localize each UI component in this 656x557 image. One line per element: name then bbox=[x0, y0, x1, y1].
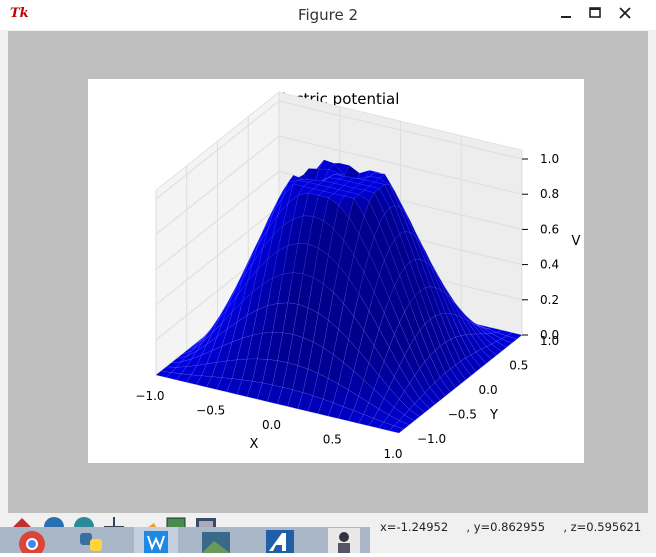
surface-patch bbox=[485, 343, 502, 356]
surface-plot: electric potential −1.0−0.50.00.51.0−1.0… bbox=[135, 90, 581, 461]
minimize-icon bbox=[561, 16, 571, 18]
user-icon bbox=[328, 528, 360, 553]
z-tick-label: 0.0 bbox=[540, 328, 559, 342]
z-tick-label: 0.8 bbox=[540, 187, 559, 201]
maximize-button[interactable] bbox=[580, 2, 610, 24]
app-a-icon bbox=[266, 530, 294, 553]
y-axis-label: Y bbox=[489, 408, 498, 423]
cursor-coordinates: x=-1.24952 , y=0.862955 , z=0.595621 bbox=[380, 520, 642, 534]
surface-patch bbox=[439, 372, 456, 393]
surface-patch bbox=[480, 346, 497, 360]
surface-patch bbox=[450, 364, 466, 385]
close-icon bbox=[619, 7, 631, 19]
tick-labels: −1.0−0.50.00.51.0−1.0−0.50.00.51.00.00.2… bbox=[135, 152, 559, 461]
wps-icon bbox=[144, 531, 168, 553]
x-axis-label: X bbox=[250, 437, 259, 452]
surface-patch bbox=[455, 361, 472, 381]
plot-figure[interactable]: electric potential −1.0 −0.5 0.0 0.5 1.0 −1.0… bbox=[88, 79, 584, 463]
python-icon bbox=[80, 533, 102, 551]
taskbar-app-a[interactable] bbox=[258, 527, 302, 553]
surface-patch bbox=[388, 425, 405, 434]
photo-icon bbox=[202, 532, 230, 553]
grid-line bbox=[155, 100, 523, 200]
chrome-icon bbox=[19, 531, 45, 557]
x-tick-label: 0.0 bbox=[262, 418, 281, 432]
taskbar-chrome[interactable] bbox=[10, 527, 54, 557]
maximize-icon bbox=[589, 7, 601, 18]
tk-logo-icon: Tk bbox=[10, 6, 29, 21]
x-tick-label: 1.0 bbox=[383, 447, 402, 461]
z-tick-label: 0.2 bbox=[540, 293, 559, 307]
window-title: Figure 2 bbox=[297, 6, 359, 24]
x-tick-label: −1.0 bbox=[135, 389, 164, 403]
y-tick-label: 0.0 bbox=[479, 383, 498, 397]
z-tick-label: 1.0 bbox=[540, 152, 559, 166]
grid-line bbox=[155, 170, 523, 270]
surface bbox=[155, 159, 523, 434]
surface-patch bbox=[419, 392, 436, 409]
surface-patch bbox=[409, 403, 425, 417]
taskbar bbox=[0, 527, 370, 553]
y-tick-label: 0.5 bbox=[509, 359, 528, 373]
y-tick-label: −0.5 bbox=[448, 408, 477, 422]
x-tick-label: −0.5 bbox=[196, 404, 225, 418]
surface-patch bbox=[414, 397, 431, 413]
taskbar-user[interactable] bbox=[322, 527, 366, 553]
grid-line bbox=[155, 135, 523, 235]
surface-patch bbox=[501, 335, 518, 344]
title-bar[interactable]: Tk Figure 2 bbox=[0, 0, 656, 30]
taskbar-python[interactable] bbox=[70, 527, 114, 553]
close-button[interactable] bbox=[610, 2, 640, 24]
z-tick-label: 0.6 bbox=[540, 222, 559, 236]
y-tick-label: 1.0 bbox=[540, 334, 559, 348]
z-axis-label: V bbox=[572, 234, 581, 249]
y-tick-label: −1.0 bbox=[417, 432, 446, 446]
taskbar-wps[interactable] bbox=[134, 527, 178, 553]
taskbar-photo[interactable] bbox=[194, 527, 238, 553]
x-tick-label: 0.5 bbox=[323, 433, 342, 447]
z-tick-label: 0.4 bbox=[540, 258, 559, 272]
surface-patch bbox=[424, 387, 441, 405]
minimize-button[interactable] bbox=[551, 2, 581, 24]
